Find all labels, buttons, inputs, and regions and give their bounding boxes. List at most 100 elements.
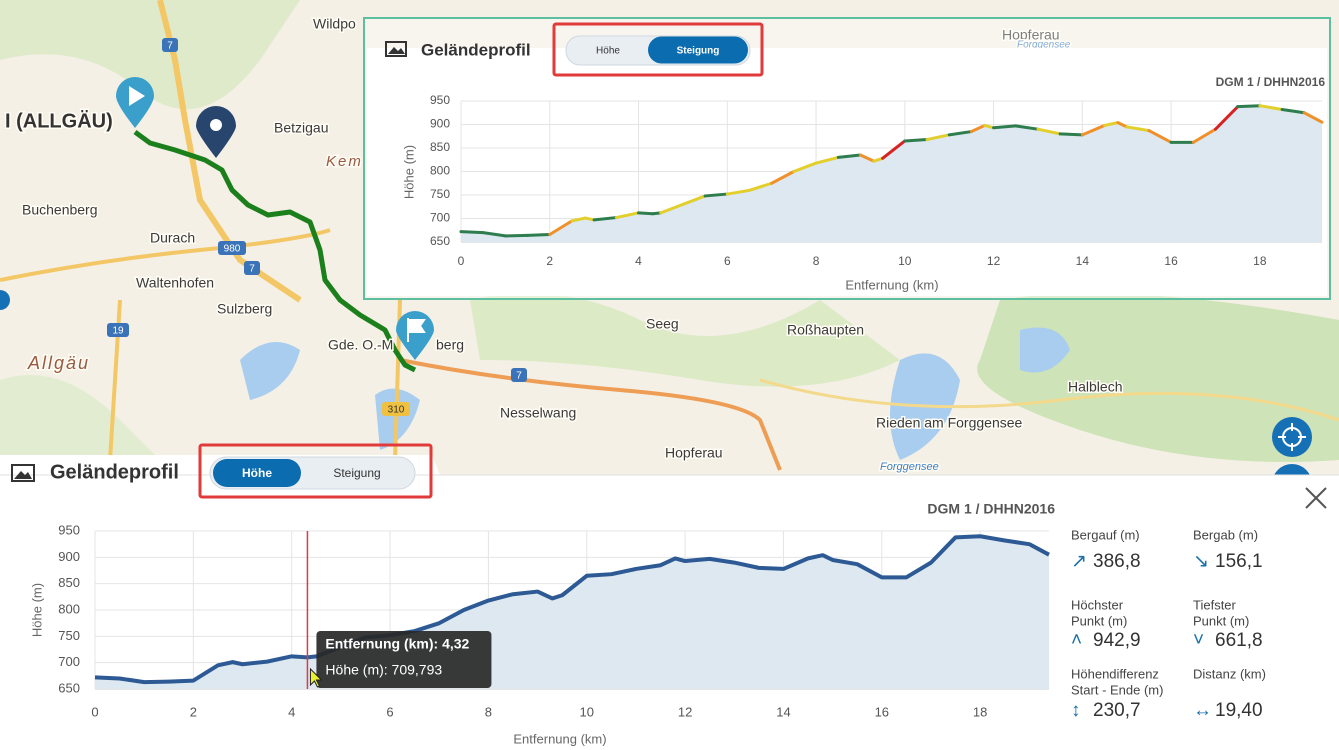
toggle-option[interactable]: Höhe xyxy=(596,46,620,57)
locate-button[interactable] xyxy=(1272,417,1312,457)
x-tick-label: 2 xyxy=(546,254,553,268)
road-shield xyxy=(107,323,129,337)
x-axis-title: Entfernung (km) xyxy=(845,277,938,292)
stat-icon: ↔ xyxy=(1193,700,1212,721)
tooltip-line: Entfernung (km): 4,32 xyxy=(325,636,469,652)
profile-segment xyxy=(614,211,641,220)
profile-segment xyxy=(1258,104,1284,111)
close-button[interactable] xyxy=(1305,487,1327,509)
profile-panel-top: Geländeprofil Höhe Steigung DGM 1 / DHHN201… xyxy=(363,17,1331,300)
map-label: Nesselwang xyxy=(500,405,576,421)
y-tick-label: 900 xyxy=(430,117,450,131)
profile-segment xyxy=(592,216,618,222)
map-label: Hopferau xyxy=(665,445,723,461)
side-button[interactable] xyxy=(0,290,10,310)
profile-segment xyxy=(792,161,818,173)
stat-label: Bergab (m) xyxy=(1193,527,1258,542)
map-label: Hopferau xyxy=(1002,27,1060,43)
road-shield xyxy=(382,402,410,416)
y-tick-label: 950 xyxy=(430,93,450,107)
x-tick-label: 6 xyxy=(386,704,393,719)
x-tick-label: 4 xyxy=(635,254,642,268)
source-label: DGM 1 / DHHN2016 xyxy=(1216,75,1326,89)
highlight-box xyxy=(552,22,764,77)
source-label: DGM 1 / DHHN2016 xyxy=(927,501,1055,517)
x-tick-label: 10 xyxy=(580,704,594,719)
profile-segment xyxy=(459,230,485,235)
image-icon xyxy=(11,464,35,482)
stat-label: Höhendifferenz xyxy=(1071,666,1159,681)
stat-value: 19,40 xyxy=(1215,700,1263,721)
start-marker[interactable] xyxy=(115,76,154,128)
map-label: Durach xyxy=(150,230,195,246)
y-tick-label: 650 xyxy=(58,680,80,695)
stat-value: 661,8 xyxy=(1215,630,1263,651)
road-number: 7 xyxy=(516,371,522,382)
toggle-active xyxy=(213,459,301,487)
road-shield xyxy=(244,261,260,275)
mouse-cursor xyxy=(309,667,323,688)
y-tick-label: 700 xyxy=(58,654,80,669)
y-tick-label: 800 xyxy=(58,601,80,616)
road xyxy=(0,228,331,282)
profile-segment xyxy=(858,153,876,163)
road-shield xyxy=(218,241,246,255)
stat-icon: ↘ xyxy=(1193,551,1209,572)
profile-segment xyxy=(969,123,987,134)
highlight-box xyxy=(198,443,433,499)
profile-segment xyxy=(548,219,574,236)
x-tick-label: 4 xyxy=(288,704,295,719)
route xyxy=(133,129,417,373)
x-tick-label: 6 xyxy=(724,254,731,268)
stat-label: Punkt (m) xyxy=(1071,613,1127,628)
lake xyxy=(240,342,300,400)
x-tick-label: 18 xyxy=(973,704,987,719)
profile-panel-bottom: Geländeprofil Höhe Steigung DGM 1 / DHHN201… xyxy=(0,443,1339,750)
panel-title: Geländeprofil xyxy=(421,40,531,59)
profile-segment xyxy=(637,211,655,216)
y-axis-title: Höhe (m) xyxy=(29,583,44,637)
forest xyxy=(0,375,160,460)
profile-segment xyxy=(1116,121,1129,129)
forest xyxy=(977,293,1339,462)
x-tick-label: 12 xyxy=(678,704,692,719)
x-tick-label: 14 xyxy=(1076,254,1090,268)
panel-title: Geländeprofil xyxy=(50,461,179,483)
image-icon xyxy=(385,41,407,57)
road-number: 7 xyxy=(249,264,255,275)
position-marker[interactable] xyxy=(196,106,236,158)
map-label: Halblech xyxy=(1068,379,1122,395)
forest xyxy=(0,0,300,110)
toggle-option[interactable]: Steigung xyxy=(677,46,720,57)
tooltip-box xyxy=(316,631,492,688)
profile-segment xyxy=(526,232,552,237)
profile-segment xyxy=(747,181,774,192)
map-label: berg xyxy=(436,337,464,353)
toggle-option[interactable]: Steigung xyxy=(333,466,380,480)
toggle-active xyxy=(648,36,748,64)
stat-value: 156,1 xyxy=(1215,551,1263,572)
y-tick-label: 850 xyxy=(58,575,80,590)
stat-label: Bergauf (m) xyxy=(1071,527,1140,542)
map-label: Waltenhofen xyxy=(136,275,214,291)
stat-label: Distanz (km) xyxy=(1193,666,1266,681)
road-number: 310 xyxy=(388,405,405,416)
x-tick-label: 0 xyxy=(458,254,465,268)
toggle-option[interactable]: Höhe xyxy=(242,466,272,480)
end-marker[interactable] xyxy=(396,311,434,360)
profile-segment xyxy=(1147,129,1173,144)
profile-segment xyxy=(1280,107,1306,115)
x-tick-label: 2 xyxy=(190,704,197,719)
map-label: Roßhaupten xyxy=(787,322,864,338)
y-axis-title: Höhe (m) xyxy=(401,145,416,199)
y-tick-label: 900 xyxy=(58,549,80,564)
road-number: 19 xyxy=(112,326,124,337)
y-tick-label: 800 xyxy=(430,164,450,178)
profile-segment xyxy=(1103,121,1120,127)
y-tick-label: 700 xyxy=(430,211,450,225)
profile-segment xyxy=(872,156,885,163)
profile-segment xyxy=(947,130,973,137)
